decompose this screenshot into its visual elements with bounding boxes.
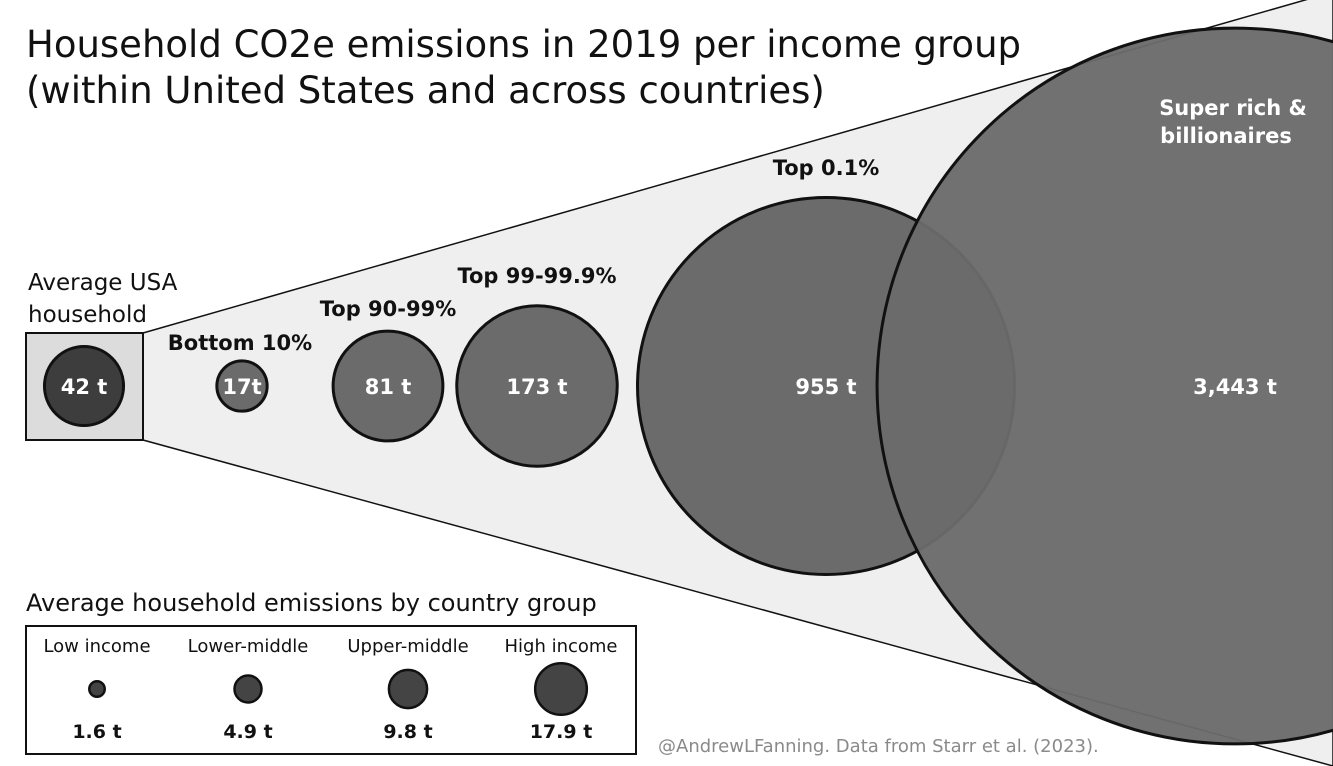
legend-items: Low income 1.6 t Lower-middle 4.9 t Upper-mi…: [43, 636, 617, 743]
legend-value-lower-middle: 4.9 t: [223, 721, 272, 743]
bubble-top-90-99: [331, 329, 445, 443]
bubble-top-99-99-9: [455, 304, 619, 468]
reference-value-label: 42 t: [61, 375, 108, 399]
legend-bubble-lower-middle: [233, 674, 263, 704]
legend-label-low-income: Low income: [43, 636, 150, 657]
value-label-super-rich: 3,443 t: [1193, 375, 1277, 399]
reference-label-line-1: Average USA: [28, 270, 178, 296]
legend-bubble-upper-middle: [387, 668, 429, 710]
bubble-labels-layer: 42 t 17t Bottom 10% 81 t Top 90-99% 173 t Top …: [61, 96, 1307, 399]
value-label-top-99-99-9: 173 t: [506, 375, 567, 399]
category-label-top-0-1: Top 0.1%: [773, 156, 880, 180]
category-label-bottom-10: Bottom 10%: [168, 331, 312, 355]
legend-title: Average household emissions by country g…: [26, 589, 597, 617]
legend-value-high-income: 17.9 t: [530, 721, 593, 743]
category-label-super-rich-line-1: Super rich &: [1159, 96, 1307, 120]
category-label-top-99-99-9: Top 99-99.9%: [457, 264, 616, 288]
value-label-bottom-10: 17t: [222, 375, 261, 399]
bubble-bottom-10: [215, 359, 269, 413]
reference-bubble: [42, 344, 126, 428]
reference-label-line-2: household: [28, 302, 147, 328]
legend-label-high-income: High income: [504, 636, 617, 657]
source-credit: @AndrewLFanning. Data from Starr et al. …: [658, 736, 1099, 757]
chart-title-line-2: (within United States and across countri…: [26, 69, 825, 112]
legend-value-upper-middle: 9.8 t: [383, 721, 432, 743]
legend-label-lower-middle: Lower-middle: [188, 636, 309, 657]
value-label-top-90-99: 81 t: [365, 375, 412, 399]
chart-title-line-1: Household CO2e emissions in 2019 per inc…: [26, 23, 1021, 66]
bubble-super-rich: [875, 26, 1333, 746]
bubbles-layer: [42, 26, 1333, 746]
legend-value-low-income: 1.6 t: [72, 721, 121, 743]
category-label-super-rich-line-2: billionaires: [1160, 124, 1292, 148]
legend-label-upper-middle: Upper-middle: [347, 636, 468, 657]
value-label-top-0-1: 955 t: [795, 375, 856, 399]
category-label-top-90-99: Top 90-99%: [320, 297, 457, 321]
legend-bubble-low-income: [88, 680, 106, 698]
legend-bubble-high-income: [533, 661, 589, 717]
